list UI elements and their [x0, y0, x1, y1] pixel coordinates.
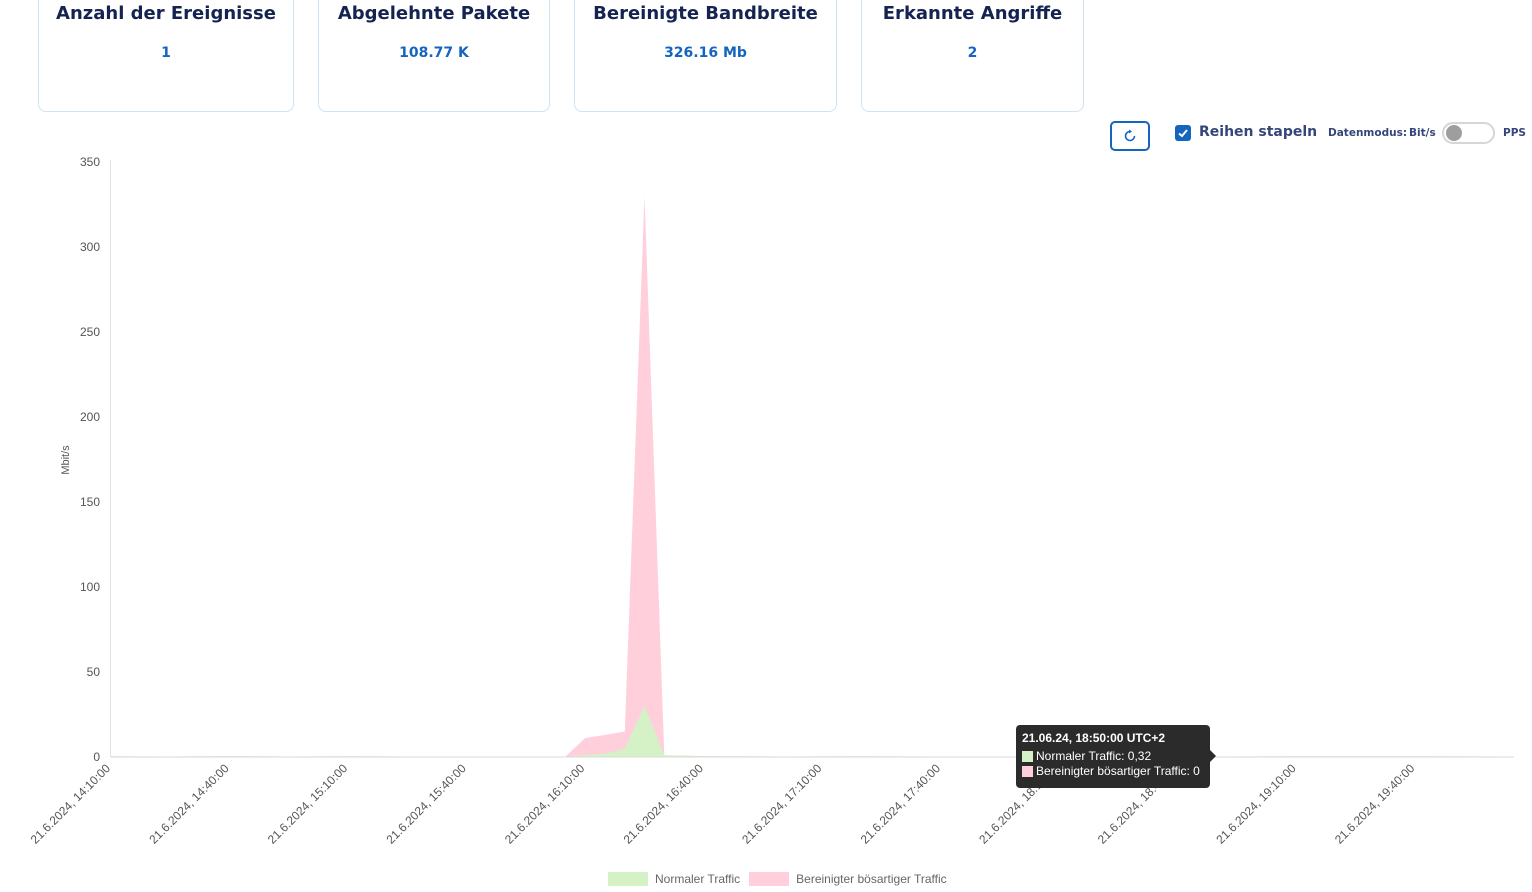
stat-value: 1 — [161, 45, 171, 61]
chart-series-layer — [111, 196, 1514, 757]
y-tick-label: 350 — [80, 155, 100, 169]
tooltip-swatch-normal — [1022, 751, 1033, 762]
tooltip-row-label: Normaler Traffic: 0,32 — [1036, 749, 1152, 763]
stat-card-cleaned-bandwidth: Bereinigte Bandbreite 326.16 Mb — [574, 0, 837, 112]
y-tick-label: 100 — [80, 580, 100, 594]
legend-swatch-malicious[interactable] — [749, 872, 790, 886]
x-tick-label: 21.6.2024, 17:10:00 — [739, 761, 825, 847]
refresh-icon — [1124, 129, 1136, 142]
stat-value: 326.16 Mb — [664, 45, 747, 61]
legend-item-normal[interactable]: Normaler Traffic — [655, 872, 741, 886]
stat-title: Erkannte Angriffe — [882, 3, 1063, 24]
series-area-malicious-traffic[interactable] — [111, 196, 1514, 757]
y-tick-label: 50 — [87, 665, 101, 679]
data-mode-pps-label: PPS — [1503, 127, 1526, 139]
tooltip-title: 21.06.24, 18:50:00 UTC+2 — [1022, 731, 1166, 745]
stack-series-label[interactable]: Reihen stapeln — [1199, 124, 1318, 140]
y-tick-label: 250 — [80, 325, 100, 339]
stat-value: 108.77 K — [399, 45, 469, 61]
x-tick-label: 21.6.2024, 17:40:00 — [858, 761, 944, 847]
x-tick-label: 21.6.2024, 19:10:00 — [1213, 761, 1299, 847]
y-tick-label: 150 — [80, 495, 100, 509]
chart-tooltip: 21.06.24, 18:50:00 UTC+2 Normaler Traffi… — [1016, 725, 1216, 788]
toggle-knob[interactable] — [1446, 125, 1462, 141]
stat-card-rejected-packets: Abgelehnte Pakete 108.77 K — [318, 0, 550, 112]
stat-title: Bereinigte Bandbreite — [593, 3, 818, 24]
data-mode-toggle[interactable] — [1442, 122, 1495, 144]
tooltip-row-label: Bereinigter bösartiger Traffic: 0 — [1036, 764, 1200, 778]
data-mode-label: Datenmodus: — [1328, 127, 1408, 139]
stack-series-checkbox[interactable] — [1175, 125, 1191, 141]
tooltip-row: Bereinigter bösartiger Traffic: 0 — [1022, 764, 1204, 779]
y-axis-label: Mbit/s — [60, 445, 72, 475]
series-area-normal-traffic[interactable] — [111, 706, 1514, 757]
stat-value: 2 — [967, 45, 978, 61]
tooltip-row: Normaler Traffic: 0,32 — [1022, 749, 1204, 764]
y-tick-label: 300 — [80, 240, 100, 254]
stat-card-detected-attacks: Erkannte Angriffe 2 — [861, 0, 1084, 112]
x-tick-label: 21.6.2024, 15:10:00 — [265, 761, 351, 847]
x-tick-label: 21.6.2024, 16:10:00 — [502, 761, 588, 847]
refresh-button[interactable] — [1110, 121, 1150, 151]
x-tick-label: 21.6.2024, 19:40:00 — [1332, 761, 1418, 847]
legend-swatch-normal[interactable] — [608, 872, 648, 886]
traffic-chart: 0 50 100 150 200 250 300 350 21.6.2024, 14:10:0… — [28, 155, 1514, 847]
stat-title: Anzahl der Ereignisse — [56, 3, 276, 24]
chart-legend: Normaler Traffic Bereinigter bösartiger … — [608, 872, 947, 886]
x-tick-label: 21.6.2024, 15:40:00 — [383, 761, 469, 847]
y-axis-ticks: 0 50 100 150 200 250 300 350 — [80, 155, 100, 764]
x-tick-label: 21.6.2024, 14:40:00 — [146, 761, 232, 847]
y-tick-label: 0 — [93, 750, 100, 764]
x-tick-label: 21.6.2024, 14:10:00 — [28, 761, 114, 847]
x-tick-label: 21.6.2024, 16:40:00 — [621, 761, 707, 847]
stat-card-events: Anzahl der Ereignisse 1 — [38, 0, 294, 112]
tooltip-swatch-malicious — [1022, 766, 1033, 777]
data-mode-bits-label: Bit/s — [1409, 127, 1436, 139]
y-tick-label: 200 — [80, 410, 100, 424]
legend-item-malicious[interactable]: Bereinigter bösartiger Traffic — [796, 872, 947, 886]
checkmark-icon — [1178, 129, 1188, 138]
stat-title: Abgelehnte Pakete — [337, 3, 531, 24]
